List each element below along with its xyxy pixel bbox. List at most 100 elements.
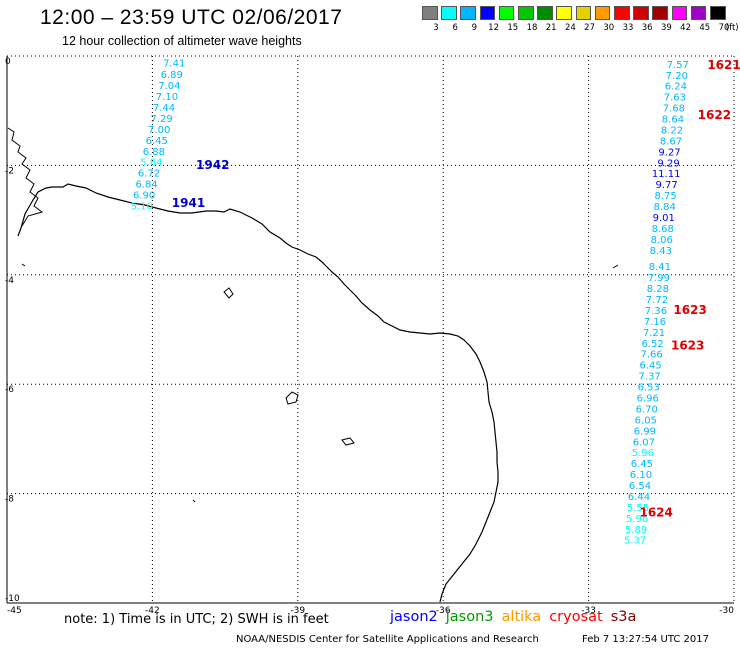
lon-tick-label: -39 (290, 606, 305, 616)
island-small-2 (285, 391, 299, 405)
wave-height-value: 6.90 (133, 191, 155, 202)
wave-height-value: 7.16 (644, 317, 666, 328)
wave-height-value: 6.45 (631, 459, 653, 470)
lat-tick-label: -10 (5, 594, 20, 604)
colorbar-swatch (614, 6, 630, 20)
wave-height-value: 6.24 (665, 82, 687, 93)
colorbar-label: 33 (622, 23, 634, 33)
wave-height-value: 7.00 (148, 125, 170, 136)
map-title: 12:00 – 23:59 UTC 02/06/2017 (40, 6, 343, 29)
wave-height-value: 7.21 (643, 328, 665, 339)
lat-tick-label: -8 (5, 495, 14, 505)
legend-entry-cryosat: cryosat (549, 609, 603, 625)
pass-time-label: 1623 (673, 303, 706, 317)
colorbar-label: 45 (699, 23, 711, 33)
lat-tick-label: 0 (5, 57, 11, 67)
wave-height-value: 6.70 (636, 404, 658, 415)
wave-height-value: 5.55 (627, 503, 649, 514)
wave-height-value: 5.84 (140, 158, 162, 169)
colorbar-label: 27 (584, 23, 595, 33)
wave-height-value: 5.96 (626, 514, 648, 525)
lat-tick-label: -4 (5, 276, 14, 286)
brazil-coastline (17, 183, 499, 603)
legend-entry-jason2: jason2 (390, 609, 438, 625)
wave-height-value: 7.99 (648, 273, 670, 284)
colorbar-swatch (594, 6, 611, 20)
colorbar-label: 12 (488, 23, 499, 33)
colorbar-swatch (671, 6, 688, 20)
wave-height-value: 7.37 (639, 372, 661, 383)
wave-height-value: 6.07 (633, 437, 655, 448)
colorbar-swatch (556, 6, 572, 20)
satellite-legend: jason2 jason3 altika cryosat s3a (390, 609, 644, 625)
coastline (7, 127, 619, 603)
wave-height-value: 8.64 (662, 115, 684, 126)
colorbar-swatch (690, 6, 707, 20)
colorbar-swatch (633, 6, 649, 20)
wave-height-value: 9.01 (653, 213, 675, 224)
wave-height-value: 7.72 (646, 295, 668, 306)
wave-height-value: 9.29 (657, 158, 679, 169)
pass-time-label: 1941 (172, 196, 205, 210)
track-east: 7.577.206.247.637.688.648.228.679.279.29… (624, 58, 740, 547)
wave-height-value: 7.29 (150, 114, 172, 125)
pass-time-label: 1621 (707, 58, 740, 72)
wave-height-value: 7.10 (156, 92, 178, 103)
legend-entry-jason3: jason3 (445, 609, 494, 625)
wave-height-value: 6.88 (143, 147, 165, 158)
footer-note: note: 1) Time is in UTC; 2) SWH is in fe… (64, 612, 329, 627)
colorbar-label: 9 (471, 23, 478, 33)
colorbar-label: 36 (641, 23, 653, 33)
colorbar-label: 70 (718, 23, 730, 33)
island-small-5 (612, 264, 619, 269)
wave-height-value: 7.36 (645, 306, 667, 317)
colorbar-label: 24 (564, 23, 576, 33)
wave-height-value: 6.96 (637, 393, 659, 404)
wave-height-value: 8.06 (651, 235, 673, 246)
colorbar-label: 21 (545, 23, 557, 33)
pass-time-label: 1622 (698, 108, 731, 122)
colorbar-swatch (498, 6, 515, 20)
wave-height-value: 7.41 (163, 59, 185, 70)
wave-height-value: 6.44 (628, 492, 650, 503)
wave-height-value: 6.05 (635, 415, 657, 426)
lon-tick-label: -33 (581, 606, 596, 616)
wave-height-value: 8.28 (647, 284, 669, 295)
wave-height-value: 7.63 (664, 93, 686, 104)
colorbar-swatch (422, 6, 438, 20)
map-frame (6, 56, 734, 604)
wave-height-value: 6.99 (634, 426, 656, 437)
lon-tick-label: -30 (719, 606, 734, 616)
credit-line: NOAA/NESDIS Center for Satellite Applica… (236, 634, 539, 645)
lat-tick-label: -2 (5, 166, 14, 176)
lon-tick-label: -45 (7, 606, 22, 616)
island-small-6 (192, 499, 196, 503)
wave-height-value: 6.54 (629, 481, 651, 492)
pass-time-label: 1942 (196, 158, 229, 172)
map-subtitle: 12 hour collection of altimeter wave hei… (62, 34, 302, 48)
wave-height-value: 8.75 (655, 191, 677, 202)
track-west: 7.416.897.047.107.447.297.006.456.885.84… (131, 59, 230, 213)
wave-height-value: 6.45 (146, 136, 168, 147)
wave-height-value: 11.11 (652, 169, 681, 180)
legend-entry-s3a: s3a (610, 609, 637, 625)
wave-height-value: 8.22 (661, 125, 683, 136)
wave-height-value: 6.89 (161, 70, 183, 81)
wave-height-value: 8.43 (650, 246, 672, 257)
wave-height-value: 7.44 (153, 103, 175, 114)
wave-height-value: 7.57 (667, 60, 689, 71)
lon-tick-label: -36 (436, 606, 451, 616)
colorbar-legend: 3 6 9 12 15 18 21 24 27 30 33 36 39 42 45 70 (ft) (422, 6, 739, 36)
north-coast-islands (7, 127, 44, 227)
wave-height-value: 8.68 (652, 224, 674, 235)
wave-height-value: 6.84 (135, 180, 157, 191)
wave-height-value: 8.67 (660, 136, 682, 147)
wave-height-value: 9.77 (655, 180, 677, 191)
wave-height-value: 5.89 (625, 525, 647, 536)
wave-height-value: 6.53 (638, 383, 660, 394)
colorbar-swatch (710, 6, 726, 20)
wave-height-value: 5.96 (632, 448, 654, 459)
pass-time-label: 1623 (671, 338, 704, 352)
colorbar-swatch (518, 6, 534, 20)
colorbar-label: 6 (452, 23, 458, 33)
